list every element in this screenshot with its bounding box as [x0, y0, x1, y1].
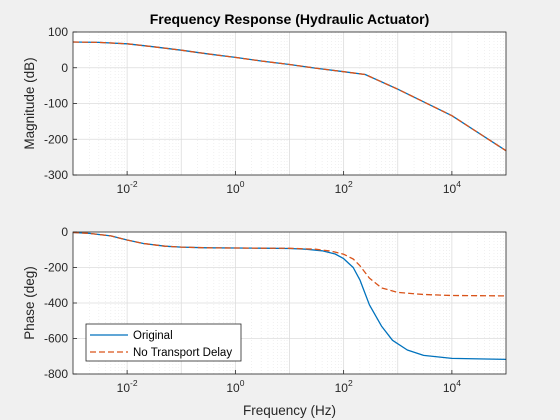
magnitude-lines [72, 41, 507, 152]
magnitude-axes: 100 0 -100 -200 -300 10-2 100 102 104 Frequency … [22, 11, 507, 196]
legend-label-no-delay: No Transport Delay [133, 347, 232, 359]
phase-lines [72, 231, 507, 361]
y-tick-label: 0 [61, 61, 68, 75]
x-tick-label: 102 [335, 179, 353, 196]
y-tick-label: 0 [61, 225, 68, 239]
y-tick-label: -800 [44, 367, 68, 381]
x-tick-label: 100 [226, 179, 244, 196]
phase-ylabel: Phase (deg) [22, 266, 37, 340]
magnitude-tick-labels: 100 0 -100 -200 -300 10-2 100 102 104 [44, 25, 461, 196]
series-no-delay-line [72, 41, 507, 152]
phase-axes: 0 -200 -400 -600 -800 10-2 100 102 104 Phase (de… [22, 225, 507, 418]
y-tick-label: -400 [44, 296, 68, 310]
frequency-xlabel: Frequency (Hz) [243, 403, 336, 418]
y-tick-label: 100 [48, 25, 68, 39]
y-tick-label: -200 [44, 132, 68, 146]
x-tick-label: 104 [443, 378, 461, 395]
x-tick-label: 10-2 [117, 378, 138, 395]
x-tick-label: 102 [335, 378, 353, 395]
legend-label-original: Original [133, 330, 173, 342]
y-tick-label: -300 [44, 168, 68, 182]
y-tick-label: -600 [44, 332, 68, 346]
x-tick-label: 10-2 [117, 179, 138, 196]
legend: Original No Transport Delay [85, 323, 242, 362]
magnitude-ylabel: Magnitude (dB) [22, 57, 37, 149]
y-tick-label: -100 [44, 97, 68, 111]
series-no-delay-line [72, 231, 507, 297]
chart-title: Frequency Response (Hydraulic Actuator) [150, 11, 430, 27]
x-tick-label: 104 [443, 179, 461, 196]
phase-tick-labels: 0 -200 -400 -600 -800 10-2 100 102 104 [44, 225, 461, 395]
x-tick-label: 100 [226, 378, 244, 395]
y-tick-label: -200 [44, 261, 68, 275]
legend-box [85, 323, 242, 362]
